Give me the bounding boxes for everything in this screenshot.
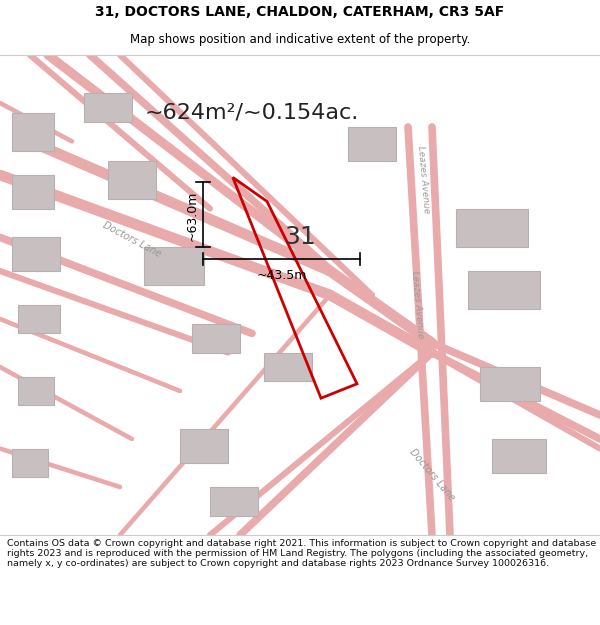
Text: ~43.5m: ~43.5m	[257, 269, 307, 282]
Bar	[12, 112, 54, 151]
Bar	[108, 161, 156, 199]
Bar	[144, 247, 204, 286]
Bar	[468, 271, 540, 309]
Text: ~624m²/~0.154ac.: ~624m²/~0.154ac.	[145, 102, 359, 122]
Bar	[84, 93, 132, 122]
Bar	[456, 209, 528, 247]
Text: Doctors Lane: Doctors Lane	[101, 220, 163, 259]
Bar	[18, 377, 54, 406]
Bar	[12, 175, 54, 209]
Text: Map shows position and indicative extent of the property.: Map shows position and indicative extent…	[130, 33, 470, 46]
Bar	[12, 449, 48, 478]
Text: 31: 31	[284, 226, 316, 249]
Bar	[210, 487, 258, 516]
Bar	[192, 324, 240, 352]
Bar	[348, 127, 396, 161]
Bar	[18, 304, 60, 333]
Bar	[264, 352, 312, 381]
Text: Leazes Avenue: Leazes Avenue	[416, 146, 430, 214]
Text: 31, DOCTORS LANE, CHALDON, CATERHAM, CR3 5AF: 31, DOCTORS LANE, CHALDON, CATERHAM, CR3…	[95, 5, 505, 19]
Text: Doctors Lane: Doctors Lane	[407, 447, 457, 503]
Bar	[180, 429, 228, 463]
Text: ~63.0m: ~63.0m	[185, 191, 199, 241]
Bar	[12, 238, 60, 271]
Bar	[480, 367, 540, 401]
Text: Leazes Avenue: Leazes Avenue	[410, 271, 424, 339]
Text: Contains OS data © Crown copyright and database right 2021. This information is : Contains OS data © Crown copyright and d…	[7, 539, 596, 568]
Bar	[492, 439, 546, 472]
